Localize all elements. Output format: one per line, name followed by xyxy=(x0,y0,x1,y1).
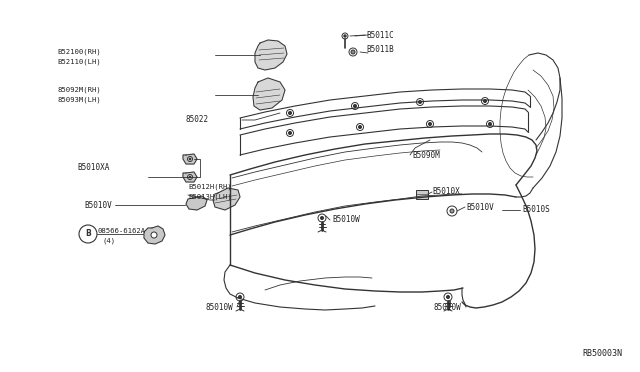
Circle shape xyxy=(450,209,454,213)
Circle shape xyxy=(239,295,241,298)
Bar xyxy=(416,190,428,199)
Text: B5010V: B5010V xyxy=(466,202,493,212)
Polygon shape xyxy=(144,226,165,244)
Circle shape xyxy=(429,122,431,125)
Text: B52110(LH): B52110(LH) xyxy=(57,59,100,65)
Circle shape xyxy=(189,158,191,160)
Polygon shape xyxy=(183,172,197,182)
Text: 85022: 85022 xyxy=(185,115,208,125)
Text: B5010V: B5010V xyxy=(84,201,112,209)
Circle shape xyxy=(488,122,492,125)
Text: 85092M(RH): 85092M(RH) xyxy=(57,87,100,93)
Circle shape xyxy=(351,50,355,54)
Circle shape xyxy=(483,99,486,103)
Text: B5013H(LH): B5013H(LH) xyxy=(188,194,232,200)
Text: 08566-6162A: 08566-6162A xyxy=(98,228,146,234)
Text: B5012H(RH): B5012H(RH) xyxy=(188,184,232,190)
Polygon shape xyxy=(213,188,240,210)
Text: B5011C: B5011C xyxy=(366,31,394,39)
Circle shape xyxy=(358,125,362,128)
Polygon shape xyxy=(186,196,207,210)
Circle shape xyxy=(289,131,291,135)
Text: B5090M: B5090M xyxy=(412,151,440,160)
Circle shape xyxy=(447,295,449,298)
Circle shape xyxy=(289,112,291,115)
Text: B52100(RH): B52100(RH) xyxy=(57,49,100,55)
Circle shape xyxy=(188,174,193,180)
Text: B: B xyxy=(85,230,91,238)
Circle shape xyxy=(188,157,193,161)
Polygon shape xyxy=(183,154,197,164)
Text: B5010W: B5010W xyxy=(332,215,360,224)
Text: B5010X: B5010X xyxy=(432,187,460,196)
Text: RB50003N: RB50003N xyxy=(582,349,622,358)
Circle shape xyxy=(344,35,346,37)
Polygon shape xyxy=(255,40,287,70)
Circle shape xyxy=(353,105,356,108)
Circle shape xyxy=(189,176,191,178)
Text: (4): (4) xyxy=(102,238,115,244)
Circle shape xyxy=(419,100,422,103)
Text: 85010W: 85010W xyxy=(433,304,461,312)
Polygon shape xyxy=(253,78,285,110)
Circle shape xyxy=(321,217,323,219)
Text: B5010S: B5010S xyxy=(522,205,550,215)
Text: 85010W: 85010W xyxy=(205,304,233,312)
Text: B5010XA: B5010XA xyxy=(77,164,110,173)
Text: B5011B: B5011B xyxy=(366,45,394,55)
Text: 85093M(LH): 85093M(LH) xyxy=(57,97,100,103)
Circle shape xyxy=(151,232,157,238)
